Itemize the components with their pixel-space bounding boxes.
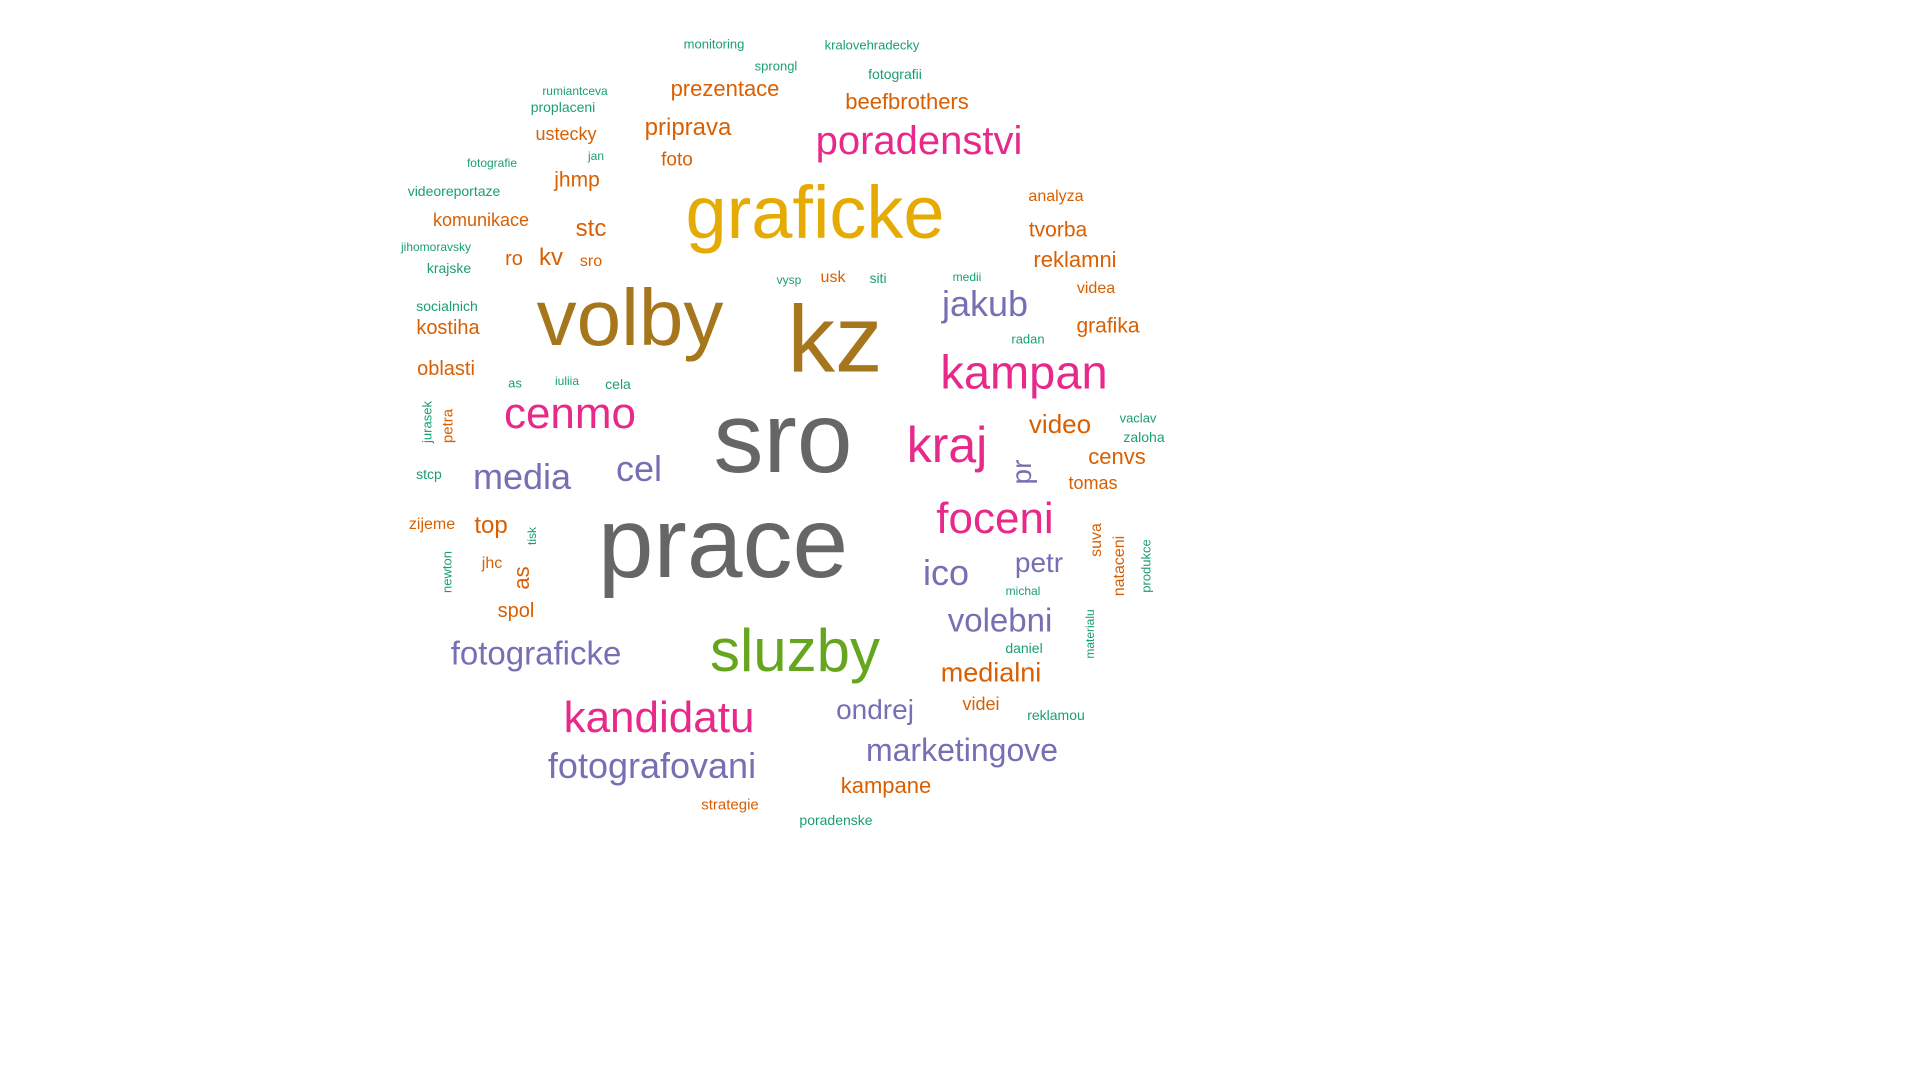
word-ro: ro — [505, 248, 523, 270]
word-strategie: strategie — [701, 796, 759, 814]
word-prace: prace — [597, 487, 849, 599]
word-stc: stc — [575, 215, 607, 242]
word-spol: spol — [497, 600, 535, 622]
word-sprongl: sprongl — [754, 58, 798, 74]
word-zijeme: zijeme — [408, 516, 456, 533]
word-cela: cela — [605, 376, 631, 392]
word-newton: newton — [439, 551, 455, 593]
word-tvorba: tvorba — [1028, 218, 1088, 242]
word-jhc: jhc — [481, 555, 503, 572]
word-volby: volby — [536, 273, 724, 362]
word-volebni: volebni — [947, 601, 1053, 639]
word-kandidatu: kandidatu — [563, 693, 755, 742]
word-beefbrothers: beefbrothers — [845, 89, 969, 114]
word-socialnich: socialnich — [416, 298, 478, 314]
word-medialni: medialni — [940, 657, 1042, 688]
word-marketingove: marketingove — [865, 732, 1059, 768]
word-poradenstvi: poradenstvi — [815, 119, 1023, 163]
word-analyza: analyza — [1028, 188, 1084, 205]
word-daniel: daniel — [1005, 640, 1043, 656]
word-videa: videa — [1076, 280, 1116, 297]
word-reklamni: reklamni — [1033, 247, 1117, 272]
word-kampan: kampan — [940, 345, 1108, 399]
word-kz: kz — [787, 286, 883, 393]
word-sro: sro — [713, 382, 853, 494]
word-ustecky: ustecky — [535, 124, 597, 144]
word-as-big: as — [509, 566, 534, 590]
word-kralovehradecky: kralovehradecky — [824, 37, 920, 53]
word-kv: kv — [539, 244, 563, 271]
word-fotografie: fotografie — [466, 156, 518, 170]
word-tomas: tomas — [1068, 473, 1118, 493]
word-vysp: vysp — [776, 273, 802, 287]
word-jan: jan — [587, 149, 605, 163]
word-usk: usk — [820, 269, 846, 286]
word-kostiha: kostiha — [416, 317, 480, 339]
word-grafika: grafika — [1076, 314, 1140, 338]
word-jurasek: jurasek — [419, 401, 435, 443]
word-jakub: jakub — [941, 283, 1029, 324]
word-produkce: produkce — [1138, 539, 1154, 593]
word-proplaceni: proplaceni — [530, 99, 596, 115]
word-materialu: materialu — [1083, 609, 1097, 659]
word-foceni: foceni — [936, 494, 1054, 543]
word-media: media — [472, 456, 572, 497]
word-vaclav: vaclav — [1119, 410, 1157, 426]
word-petra: petra — [439, 408, 457, 444]
word-radan: radan — [1011, 331, 1045, 347]
word-komunikace: komunikace — [432, 210, 530, 230]
word-monitoring: monitoring — [683, 36, 745, 52]
word-michal: michal — [1005, 584, 1041, 598]
word-video: video — [1028, 409, 1092, 439]
word-ondrej: ondrej — [836, 694, 914, 725]
word-tisk: tisk — [525, 527, 539, 545]
word-rumiantceva: rumiantceva — [542, 84, 608, 98]
word-reklamou: reklamou — [1027, 707, 1085, 723]
word-petr: petr — [1014, 547, 1064, 578]
word-videi: videi — [962, 694, 1000, 714]
word-prezentace: prezentace — [670, 76, 780, 101]
word-as-small: as — [508, 375, 522, 391]
word-stcp: stcp — [416, 466, 442, 482]
word-kampane: kampane — [840, 773, 932, 798]
word-foto: foto — [661, 149, 693, 171]
word-medii: medii — [952, 270, 982, 284]
word-top: top — [474, 512, 508, 539]
word-ico: ico — [922, 552, 970, 593]
word-krajske: krajske — [426, 260, 472, 276]
word-cenvs: cenvs — [1088, 444, 1146, 469]
word-sro-small: sro — [579, 253, 603, 270]
word-nataceni: nataceni — [1111, 535, 1128, 597]
word-fotografii: fotografii — [868, 66, 922, 82]
word-zaloha: zaloha — [1123, 429, 1165, 445]
word-poradenske: poradenske — [799, 812, 873, 828]
word-siti: siti — [869, 270, 887, 286]
word-jihomoravsky: jihomoravsky — [400, 240, 472, 254]
word-suva: suva — [1088, 523, 1105, 557]
word-priprava: priprava — [644, 114, 732, 141]
word-kraj: kraj — [906, 417, 988, 473]
word-fotografovani: fotografovani — [547, 745, 757, 786]
word-iuliia: iuliia — [554, 374, 580, 388]
word-videoreportaze: videoreportaze — [407, 183, 501, 199]
word-fotograficke: fotograficke — [450, 634, 622, 672]
word-graficke: graficke — [685, 171, 945, 254]
word-jhmp: jhmp — [554, 168, 600, 192]
word-cel: cel — [615, 448, 663, 489]
word-cenmo: cenmo — [503, 389, 637, 438]
word-sluzby: sluzby — [709, 617, 881, 684]
word-pr: pr — [1006, 459, 1037, 485]
word-oblasti: oblasti — [417, 358, 475, 380]
